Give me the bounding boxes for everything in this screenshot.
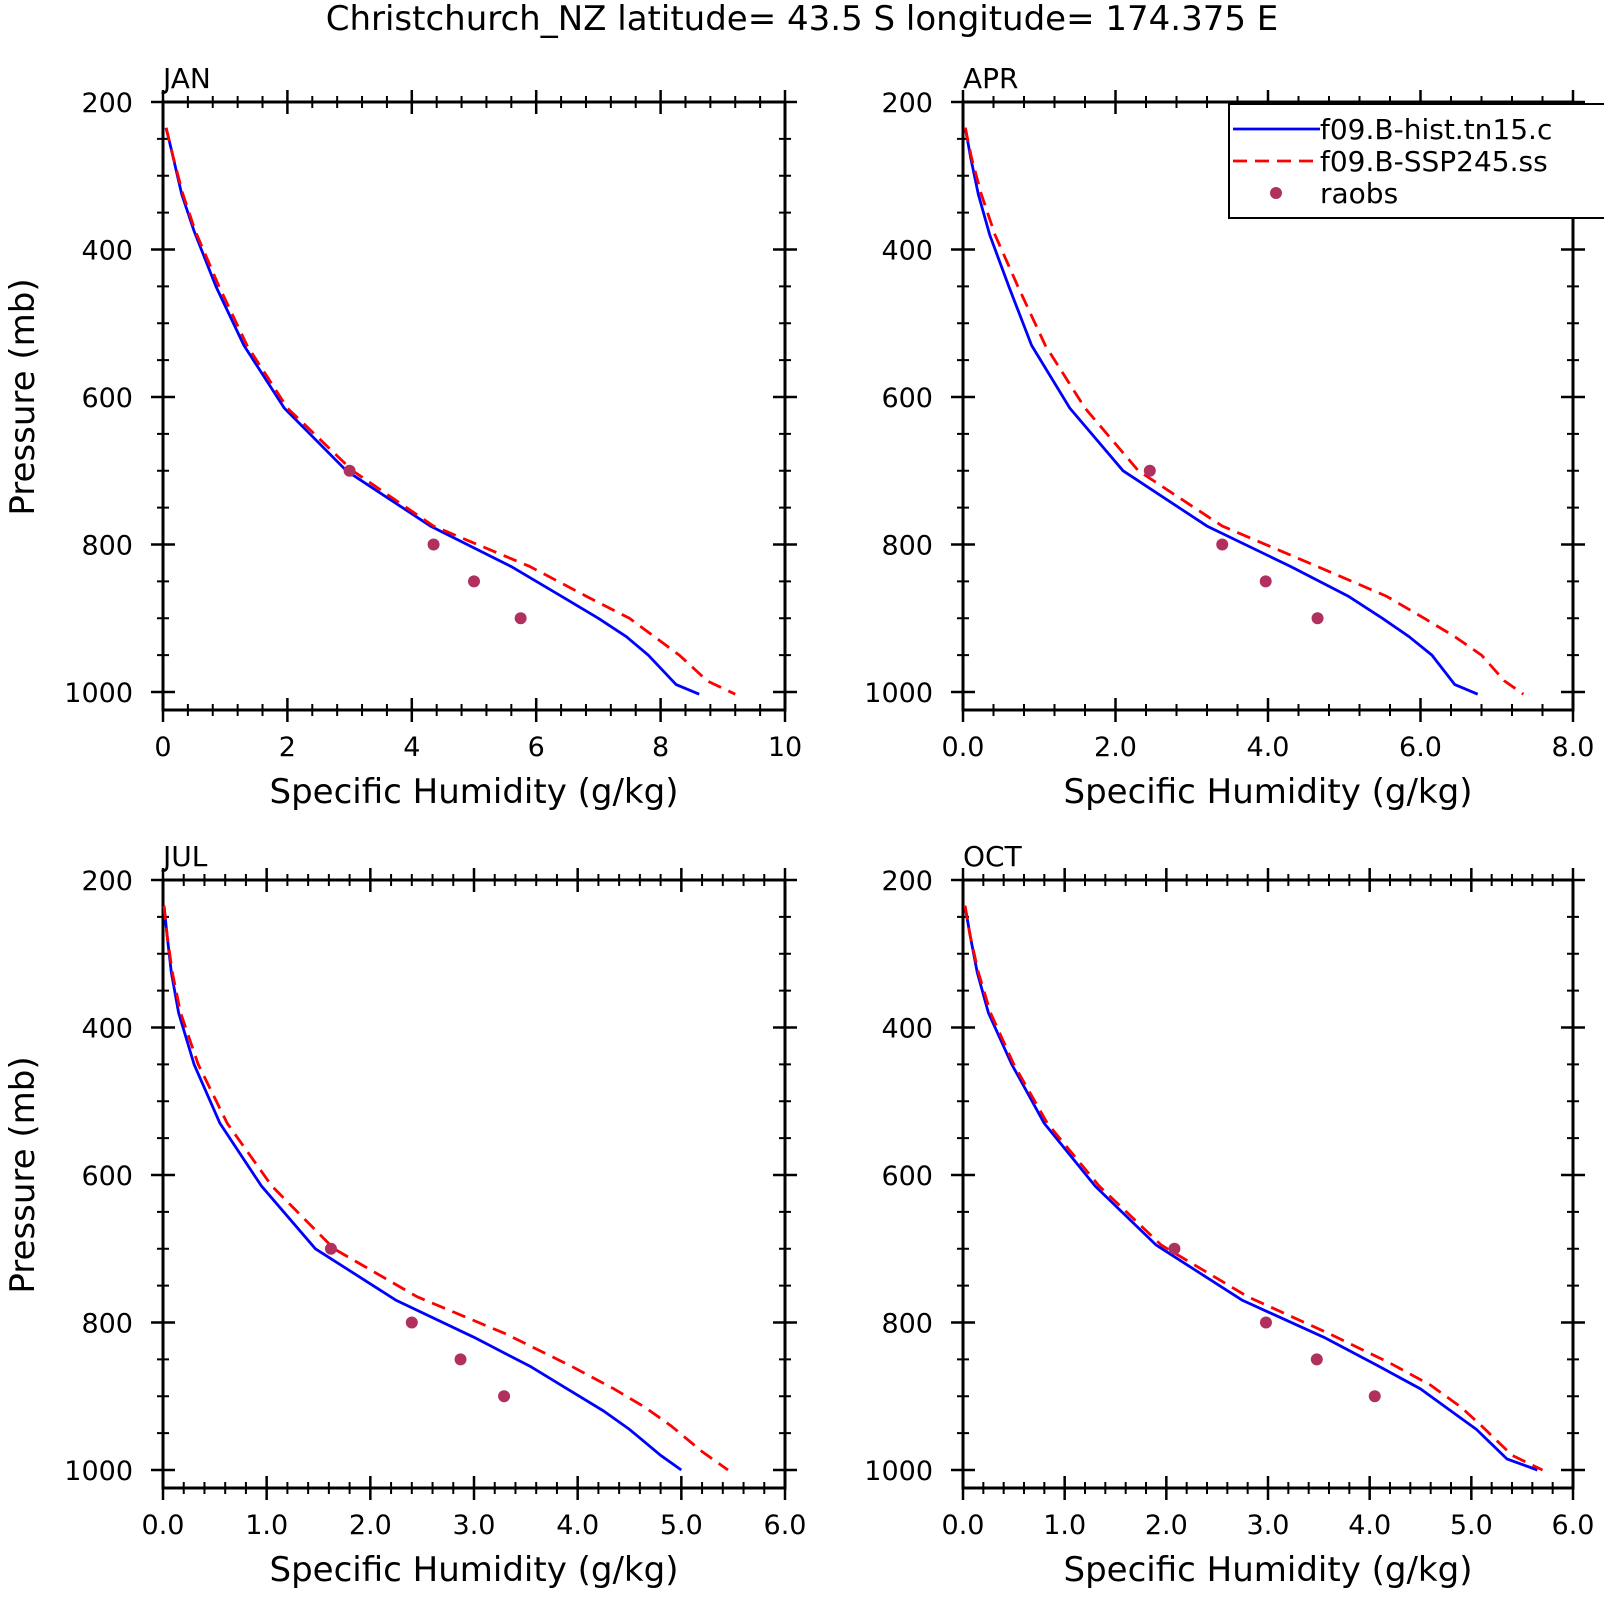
raobs-point: [1143, 464, 1156, 477]
x-tick-label: 0.0: [142, 1510, 185, 1541]
raobs-point: [1259, 1316, 1272, 1329]
y-tick-label: 600: [81, 1161, 133, 1192]
raobs-point: [1310, 1353, 1323, 1366]
x-tick-label: 5.0: [660, 1510, 703, 1541]
raobs-point: [1368, 1390, 1381, 1403]
ssp245-line: [963, 905, 1544, 1472]
raobs-point: [324, 1242, 337, 1255]
legend-label: raobs: [1320, 177, 1398, 210]
x-tick-label: 2.0: [349, 1510, 392, 1541]
x-tick-label: 2.0: [1094, 732, 1137, 763]
y-tick-label: 400: [81, 1014, 133, 1045]
hist-line: [963, 905, 1538, 1472]
x-tick-label: 2: [279, 732, 296, 763]
y-tick-label: 600: [881, 1161, 933, 1192]
hist-line: [963, 127, 1479, 696]
x-tick-label: 8: [652, 732, 669, 763]
x-tick-label: 6: [528, 732, 545, 763]
raobs-point: [1311, 612, 1324, 625]
raobs-point: [1259, 575, 1272, 588]
x-tick-label: 6.0: [1552, 1510, 1595, 1541]
x-tick-label: 0.0: [942, 732, 985, 763]
x-tick-label: 4.0: [1247, 732, 1290, 763]
y-tick-label: 1000: [864, 678, 933, 709]
x-tick-label: 3.0: [453, 1510, 496, 1541]
hist-line: [162, 905, 683, 1472]
panel-label: JUL: [161, 840, 208, 873]
x-tick-label: 0: [154, 732, 171, 763]
ssp245-line: [162, 905, 729, 1472]
x-axis-label: Specific Humidity (g/kg): [1064, 772, 1473, 812]
x-tick-label: 4.0: [1348, 1510, 1391, 1541]
panel-oct: OCT 200 400 600 800 1000 0.0 1.0 2.0 3.0 4.0 5.0 6.0…: [864, 840, 1594, 1590]
raobs-point: [343, 464, 356, 477]
y-tick-label: 800: [81, 531, 133, 562]
y-axis-label: Pressure (mb): [3, 278, 43, 515]
y-tick-label: 200: [881, 88, 933, 119]
panel-apr: APR 200 400 600 800 1000 0.0 2.0 4.0 6.0 8.0 Specif…: [864, 62, 1594, 812]
y-tick-label: 200: [81, 866, 133, 897]
y-tick-label: 400: [81, 236, 133, 267]
x-tick-label: 6.0: [764, 1510, 807, 1541]
raobs-point: [514, 612, 527, 625]
x-tick-label: 3.0: [1247, 1510, 1290, 1541]
panels: JAN 200 400 600 800 1000 0 2 4 6 8 10 Specific Humid…: [3, 62, 1594, 1590]
y-tick-label: 600: [81, 383, 133, 414]
y-tick-label: 200: [881, 866, 933, 897]
y-tick-label: 800: [81, 1309, 133, 1340]
y-tick-label: 800: [881, 531, 933, 562]
x-tick-label: 1.0: [1043, 1510, 1086, 1541]
plot-frame: [961, 878, 1575, 1490]
raobs-point: [454, 1353, 467, 1366]
legend-label: f09.B-SSP245.ss: [1320, 145, 1548, 178]
raobs-point: [1168, 1242, 1181, 1255]
x-tick-label: 4: [403, 732, 420, 763]
raobs-point: [498, 1390, 511, 1403]
raobs-point: [468, 575, 480, 588]
panel-jan: JAN 200 400 600 800 1000 0 2 4 6 8 10 Specific Humid…: [3, 62, 802, 812]
x-tick-label: 2.0: [1145, 1510, 1188, 1541]
ssp245-line: [164, 127, 736, 696]
panel-jul: JUL 200 400 600 800 1000 0.0 1.0 2.0 3.0 4.0 5.0 6.0…: [3, 840, 806, 1590]
legend-marker: [1270, 187, 1282, 199]
x-tick-label: 10: [768, 732, 802, 763]
x-axis-label: Specific Humidity (g/kg): [1064, 1550, 1473, 1590]
y-tick-label: 600: [881, 383, 933, 414]
x-tick-label: 1.0: [245, 1510, 288, 1541]
raobs-point: [427, 538, 440, 551]
legend-box: [1228, 103, 1604, 219]
y-axis-label: Pressure (mb): [3, 1056, 43, 1293]
x-tick-label: 4.0: [556, 1510, 599, 1541]
x-axis-label: Specific Humidity (g/kg): [270, 1550, 679, 1590]
x-tick-label: 5.0: [1450, 1510, 1493, 1541]
panel-label: APR: [963, 62, 1019, 95]
panel-label: OCT: [963, 840, 1023, 873]
hist-line: [164, 127, 700, 696]
raobs-point: [1216, 538, 1229, 551]
ssp245-line: [963, 127, 1525, 696]
y-tick-label: 1000: [64, 1456, 133, 1487]
plot-frame: [161, 878, 787, 1490]
plot-frame: [161, 100, 787, 712]
panel-label: JAN: [161, 62, 211, 95]
raobs-point: [405, 1316, 418, 1329]
y-tick-label: 400: [881, 1014, 933, 1045]
y-tick-label: 400: [881, 236, 933, 267]
x-tick-label: 8.0: [1552, 732, 1595, 763]
x-axis-label: Specific Humidity (g/kg): [270, 772, 679, 812]
x-tick-label: 6.0: [1399, 732, 1442, 763]
y-tick-label: 200: [81, 88, 133, 119]
legend-label: f09.B-hist.tn15.c: [1320, 113, 1552, 146]
x-tick-label: 0.0: [942, 1510, 985, 1541]
y-tick-label: 800: [881, 1309, 933, 1340]
y-tick-label: 1000: [64, 678, 133, 709]
figure-title: Christchurch_NZ latitude= 43.5 S longitu…: [326, 0, 1279, 39]
y-tick-label: 1000: [864, 1456, 933, 1487]
